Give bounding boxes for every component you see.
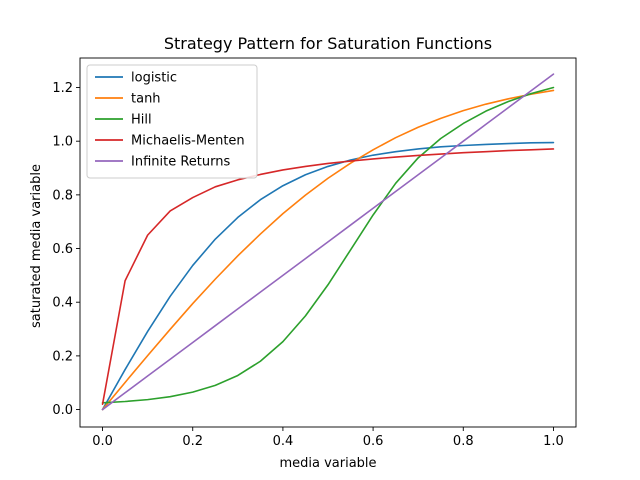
legend-label-tanh: tanh	[131, 92, 161, 107]
x-tick-label: 1.0	[543, 434, 564, 449]
series-line-infinite-returns	[101, 73, 555, 411]
y-tick-label: 1.2	[52, 81, 73, 96]
y-tick-label: 0.6	[52, 242, 73, 257]
x-tick-label: 0.0	[92, 434, 113, 449]
legend-frame	[86, 64, 258, 179]
y-axis-label: saturated media variable	[29, 164, 44, 328]
legend-label-michaelis-menten: Michaelis-Menten	[131, 134, 245, 149]
y-tick-label: 0.8	[52, 188, 73, 203]
series-line-tanh	[101, 89, 555, 411]
legend-label-infinite-returns: Infinite Returns	[131, 155, 230, 170]
x-axis: 0.0 0.2 0.4 0.6 0.8 1.0	[92, 427, 564, 449]
legend-label-hill: Hill	[131, 113, 152, 128]
x-axis-label: media variable	[279, 456, 376, 471]
chart-title: Strategy Pattern for Saturation Function…	[164, 34, 492, 53]
y-tick-label: 0.4	[52, 296, 73, 311]
x-tick-label: 0.4	[273, 434, 294, 449]
y-axis: 0.0 0.2 0.4 0.6 0.8 1.0 1.2	[52, 81, 80, 418]
y-tick-label: 1.0	[52, 135, 73, 150]
series-line-hill	[101, 86, 555, 404]
y-tick-label: 0.0	[52, 403, 73, 418]
x-tick-label: 0.8	[453, 434, 474, 449]
x-tick-label: 0.6	[363, 434, 384, 449]
series-line-logistic	[101, 141, 555, 411]
y-tick-label: 0.2	[52, 349, 73, 364]
axes-frame	[79, 57, 577, 428]
series-line-michaelis-menten	[101, 148, 555, 405]
legend: logistic tanh Hill Michaelis-Menten Infinite…	[86, 64, 258, 179]
x-tick-label: 0.2	[182, 434, 203, 449]
plot-area	[79, 57, 577, 428]
legend-label-logistic: logistic	[131, 71, 177, 86]
